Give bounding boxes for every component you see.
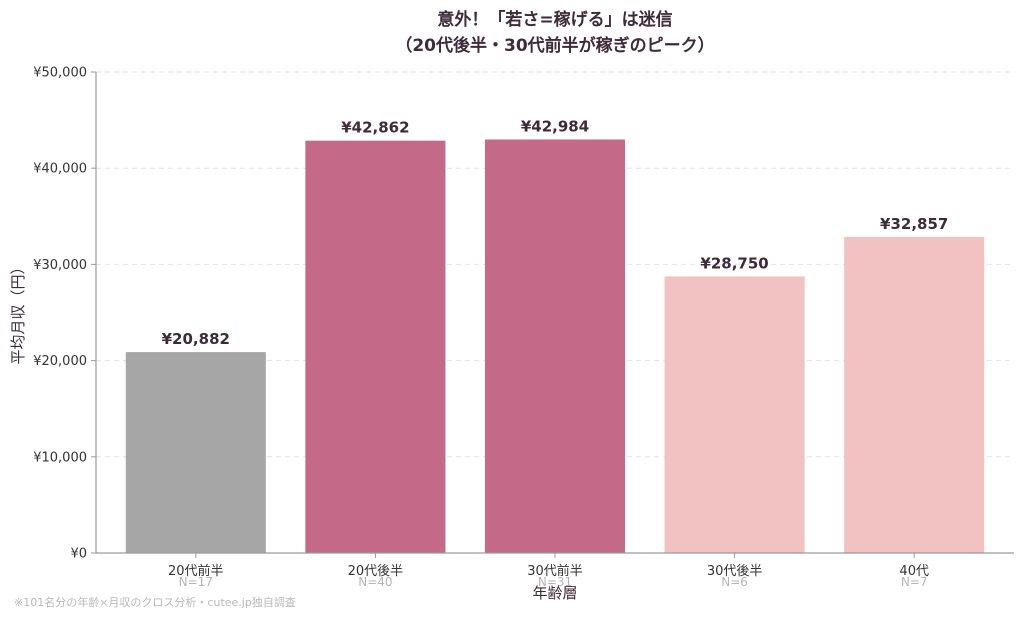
bar-value-label: ¥42,984 xyxy=(521,117,589,135)
x-tick-label: 30代前半 xyxy=(527,563,583,579)
value-labels: ¥20,882 ¥42,862 ¥42,984 ¥28,750 ¥32,857 xyxy=(162,117,949,348)
bar-value-label: ¥42,862 xyxy=(341,119,409,137)
x-axis-label: 年齢層 xyxy=(532,584,577,602)
axes xyxy=(95,72,1014,554)
x-tick-sample-size: N=7 xyxy=(901,575,928,589)
y-tick-label: ¥10,000 xyxy=(33,450,87,465)
chart-title: 意外！「若さ=稼げる」は迷信 （20代後半・30代前半が稼ぎのピーク） xyxy=(395,9,714,56)
chart-title-line-1: 意外！「若さ=稼げる」は迷信 xyxy=(437,9,672,30)
y-tick-label: ¥50,000 xyxy=(33,66,87,81)
y-axis-label: 平均月収（円） xyxy=(9,259,27,364)
x-tick-sample-size: N=40 xyxy=(358,575,392,589)
y-tick-label: ¥0 xyxy=(70,547,87,562)
y-axis-ticks: ¥0 ¥10,000 ¥20,000 ¥30,000 ¥40,000 ¥50,000 xyxy=(33,66,96,562)
x-tick-sample-size: N=17 xyxy=(179,575,213,589)
bar xyxy=(844,236,985,554)
bar-value-label: ¥32,857 xyxy=(880,215,948,233)
x-tick-label: 40代 xyxy=(899,564,929,579)
bar-value-label: ¥28,750 xyxy=(700,254,768,272)
bar xyxy=(484,139,626,553)
footnote: ※101名分の年齢×月収のクロス分析・cutee.jp独自調査 xyxy=(14,595,296,609)
bar xyxy=(664,276,805,553)
bar xyxy=(305,140,446,554)
x-tick-sample-size: N=31 xyxy=(538,575,572,589)
x-tick-label: 30代後半 xyxy=(707,564,763,579)
y-tick-label: ¥40,000 xyxy=(33,162,87,177)
bar xyxy=(125,352,266,553)
y-tick-label: ¥30,000 xyxy=(33,258,87,273)
x-tick-label: 20代前半 xyxy=(168,563,224,579)
bars xyxy=(125,139,985,554)
bar-value-label: ¥20,882 xyxy=(162,330,230,348)
chart-title-line-2: （20代後半・30代前半が稼ぎのピーク） xyxy=(395,35,714,56)
x-tick-label: 20代後半 xyxy=(348,564,404,579)
x-tick-sample-size: N=6 xyxy=(721,575,748,589)
y-tick-label: ¥20,000 xyxy=(33,354,87,369)
